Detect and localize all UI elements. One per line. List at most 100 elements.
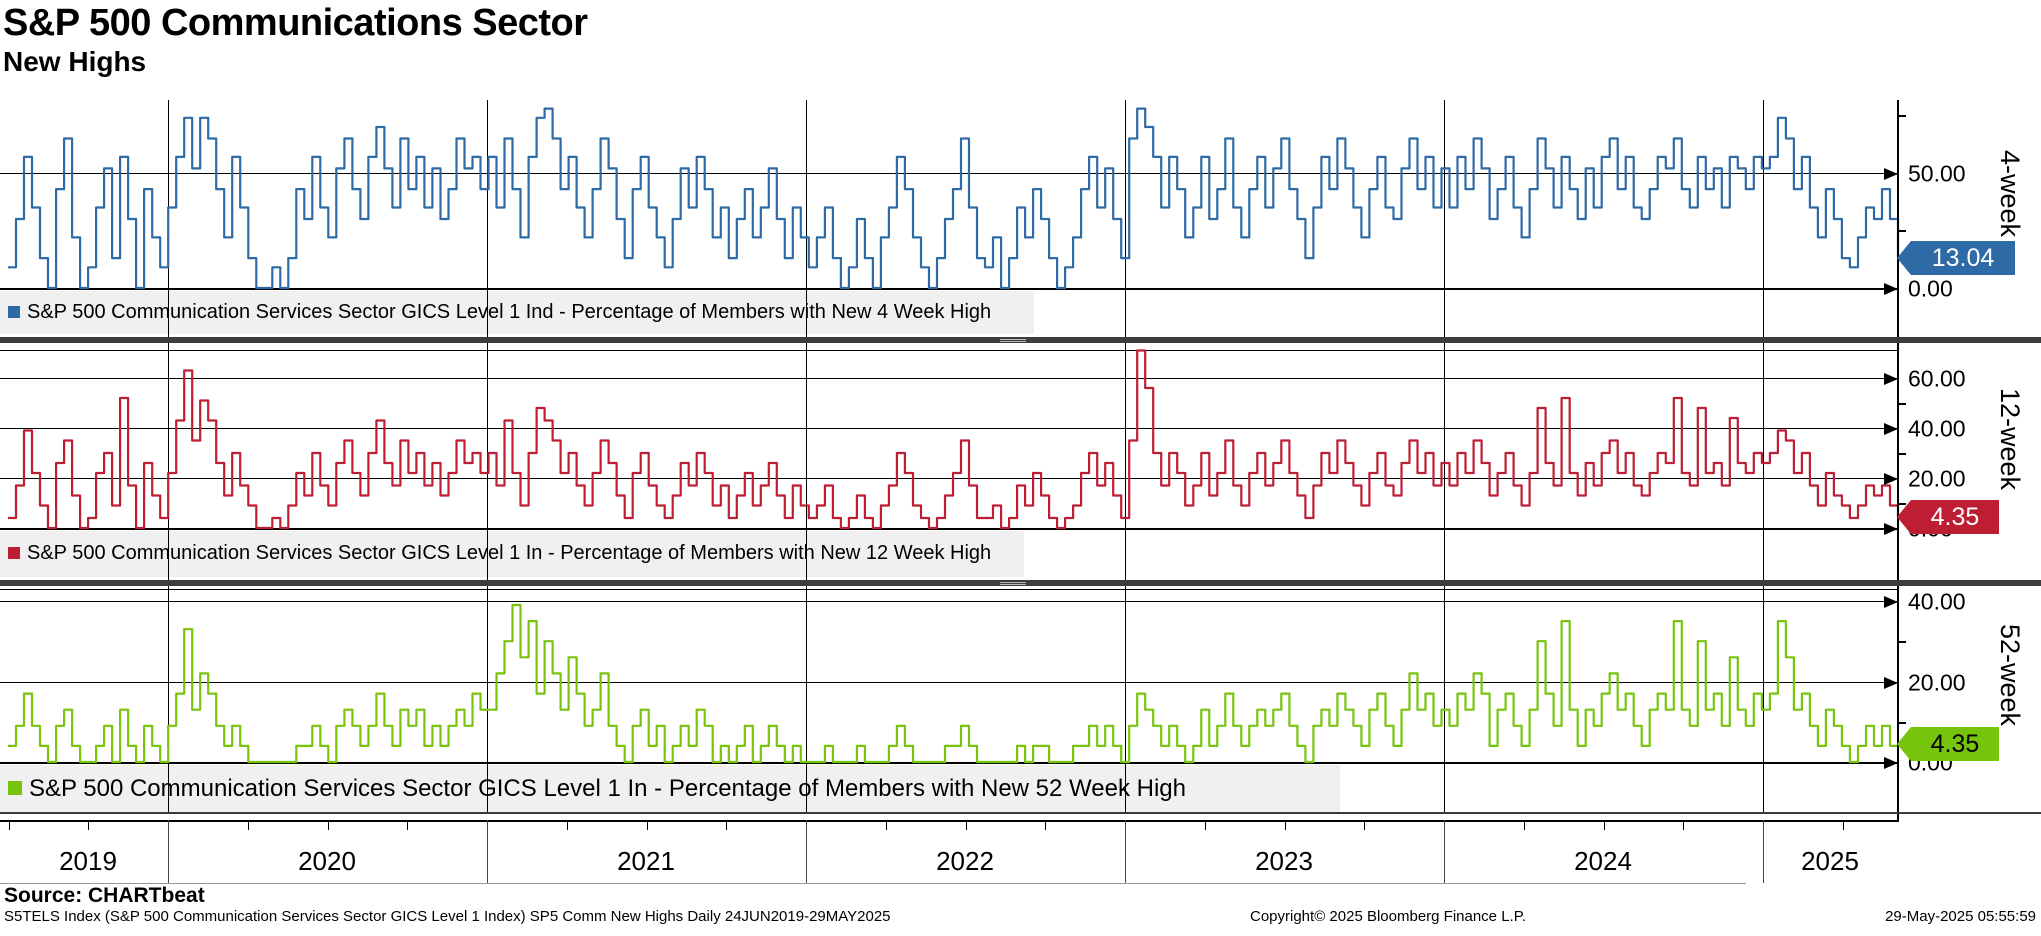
panel-top-border xyxy=(0,589,1898,590)
page-subtitle: New Highs xyxy=(3,46,147,77)
zero-line xyxy=(0,762,1898,764)
page-title: S&P 500 Communications Sector xyxy=(3,2,588,44)
year-label: 2020 xyxy=(298,846,356,876)
year-boundary-tick xyxy=(487,820,488,883)
year-boundary-tick xyxy=(806,820,807,883)
y-tick-label: 20.00 xyxy=(1908,669,1966,696)
year-gridline xyxy=(1125,100,1126,812)
tick-arrow-icon xyxy=(1884,373,1898,385)
bottom-border xyxy=(0,812,2041,814)
gridline-40 xyxy=(0,428,1898,429)
minor-tick xyxy=(1898,503,1906,505)
year-gridline xyxy=(1444,100,1445,812)
minor-tick xyxy=(1898,453,1906,455)
year-gridline xyxy=(806,100,807,812)
last-value-badge-12-week: 4.35 xyxy=(1897,500,1999,534)
year-boundary-tick xyxy=(1125,820,1126,883)
quarter-tick xyxy=(1045,820,1046,830)
gridline-50 xyxy=(0,173,1898,174)
quarter-tick xyxy=(1524,820,1525,830)
year-label: 2019 xyxy=(59,846,117,876)
year-gridline xyxy=(168,100,169,812)
tick-arrow-icon xyxy=(1884,677,1898,689)
y-tick-label: 40.00 xyxy=(1908,415,1966,442)
axis-row-underline xyxy=(0,883,1746,884)
panel-top-border xyxy=(0,350,1898,351)
year-label: 2025 xyxy=(1801,846,1859,876)
year-label: 2023 xyxy=(1255,846,1313,876)
tick-arrow-icon xyxy=(1884,523,1898,535)
zero-line xyxy=(0,288,1898,290)
year-gridline xyxy=(1763,100,1764,812)
splitter-grip-icon xyxy=(1000,338,1026,342)
tick-arrow-icon xyxy=(1884,596,1898,608)
y-tick-label: 60.00 xyxy=(1908,365,1966,392)
line-series-52-week xyxy=(8,603,1900,764)
gridline-60 xyxy=(0,378,1898,379)
last-value-badge-52-week: 4.35 xyxy=(1897,727,1999,761)
minor-tick xyxy=(1898,722,1906,724)
last-value-badge-4-week: 13.04 xyxy=(1897,241,2015,275)
axis-title-4-week: 4-week xyxy=(1995,150,2025,238)
y-tick-label: 0.00 xyxy=(1908,275,1953,302)
year-boundary-tick xyxy=(1763,820,1764,883)
legend-marker-icon xyxy=(8,781,22,795)
axis-title-52-week: 52-week xyxy=(1995,624,2025,727)
minor-tick xyxy=(1898,641,1906,643)
tick-arrow-icon xyxy=(1884,473,1898,485)
year-label: 2022 xyxy=(936,846,994,876)
quarter-tick xyxy=(88,820,89,830)
splitter-grip-icon xyxy=(1000,581,1026,585)
quarter-tick xyxy=(1285,820,1286,830)
quarter-tick xyxy=(1604,820,1605,830)
tick-arrow-icon xyxy=(1884,423,1898,435)
year-label: 2021 xyxy=(617,846,675,876)
y-tick-label: 20.00 xyxy=(1908,465,1966,492)
tick-arrow-icon xyxy=(1884,168,1898,180)
legend-label-52-week: S&P 500 Communication Services Sector GI… xyxy=(29,775,1186,802)
quarter-tick xyxy=(567,820,568,830)
legend-bar xyxy=(0,291,1034,334)
quarter-tick xyxy=(248,820,249,830)
gridline-20 xyxy=(0,478,1898,479)
y-tick-label: 50.00 xyxy=(1908,160,1966,187)
quarter-tick xyxy=(1205,820,1206,830)
quarter-tick xyxy=(1843,820,1844,830)
zero-line xyxy=(0,528,1898,530)
axis-title-12-week: 12-week xyxy=(1995,387,2025,491)
y-tick-label: 40.00 xyxy=(1908,588,1966,615)
tick-arrow-icon xyxy=(1884,283,1898,295)
year-boundary-tick xyxy=(168,820,169,883)
panel-splitter-handle[interactable] xyxy=(0,337,2041,343)
legend-bar xyxy=(0,765,1340,812)
index-description: S5TELS Index (S&P 500 Communication Serv… xyxy=(4,908,891,925)
source-label: Source: CHARTbeat xyxy=(4,884,205,907)
quarter-tick xyxy=(407,820,408,830)
line-series-4-week xyxy=(8,107,1900,290)
quarter-tick xyxy=(726,820,727,830)
quarter-tick xyxy=(966,820,967,830)
minor-tick xyxy=(1898,230,1906,232)
minor-tick xyxy=(1898,115,1906,117)
legend-label-12-week: S&P 500 Communication Services Sector GI… xyxy=(27,542,992,564)
quarter-tick xyxy=(647,820,648,830)
timestamp: 29-May-2025 05:55:59 xyxy=(1885,908,2036,925)
panel-splitter-handle[interactable] xyxy=(0,580,2041,586)
y-axis-spine xyxy=(1897,100,1899,822)
legend-label-4-week: S&P 500 Communication Services Sector GI… xyxy=(27,301,992,323)
quarter-tick xyxy=(1364,820,1365,830)
quarter-tick xyxy=(9,820,10,830)
quarter-tick xyxy=(886,820,887,830)
line-series-12-week xyxy=(8,349,1900,530)
legend-bar xyxy=(0,531,1024,577)
legend-marker-icon xyxy=(8,306,20,318)
x-axis-spine xyxy=(0,820,1899,822)
copyright-text: Copyright© 2025 Bloomberg Finance L.P. xyxy=(1250,908,1526,925)
quarter-tick xyxy=(328,820,329,830)
tick-arrow-icon xyxy=(1884,757,1898,769)
legend-marker-icon xyxy=(8,547,20,559)
year-label: 2024 xyxy=(1574,846,1632,876)
gridline-40 xyxy=(0,601,1898,602)
year-boundary-tick xyxy=(1444,820,1445,883)
